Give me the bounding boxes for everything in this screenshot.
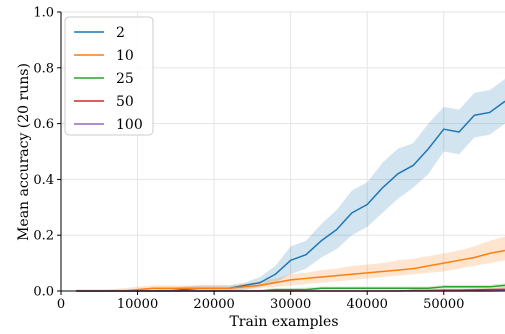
y-tick-label: 0.0 [33,285,54,300]
x-tick-label: 40000 [347,297,388,312]
y-tick-label: 0.8 [33,61,54,76]
x-tick-label: 0 [57,297,65,312]
y-tick-label: 1.0 [33,6,54,21]
band-series-2 [76,78,505,292]
y-tick-label: 0.2 [33,229,54,244]
x-tick-label: 10000 [117,297,158,312]
x-axis-label: Train examples [229,314,338,330]
line-series-10 [76,249,505,292]
legend-label-50: 50 [116,94,134,110]
axes [57,11,505,295]
band-series-50 [76,287,505,291]
legend-label-100: 100 [116,117,143,133]
legend-label-25: 25 [116,71,134,87]
legend: 2 10 25 50 100 [64,16,154,136]
x-tick-label: 30000 [270,297,311,312]
x-tick-label: 20000 [193,297,234,312]
y-tick-label: 0.4 [33,173,54,188]
legend-label-10: 10 [116,48,134,64]
y-tick-label: 0.6 [33,117,54,132]
legend-label-2: 2 [116,25,125,41]
y-axis-label: Mean accuracy (20 runs) [16,63,32,241]
tick-labels: 0 10000 20000 30000 40000 50000 0.0 0.2 0.4 0.6 0.… [33,6,464,313]
legend-box [64,16,154,136]
x-tick-label: 50000 [423,297,464,312]
band-series-25 [76,283,505,291]
